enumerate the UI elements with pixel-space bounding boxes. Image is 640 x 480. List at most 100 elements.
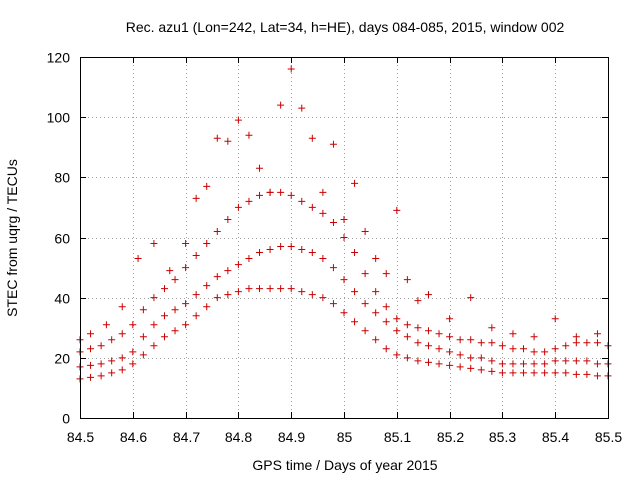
data-point (530, 348, 538, 356)
data-point (372, 309, 380, 317)
data-point (382, 318, 390, 326)
data-point (266, 188, 274, 196)
data-point (477, 339, 485, 347)
data-point (192, 291, 200, 299)
data-point (192, 252, 200, 260)
data-point (97, 342, 105, 350)
data-point (372, 336, 380, 344)
data-point (530, 360, 538, 368)
data-point (182, 264, 190, 272)
data-point (414, 297, 422, 305)
x-tick-label: 84.8 (225, 429, 252, 445)
data-point (129, 348, 137, 356)
data-point (562, 342, 570, 350)
data-point (361, 300, 369, 308)
data-point (87, 361, 95, 369)
data-point (424, 342, 432, 350)
data-point (446, 333, 454, 341)
data-point (509, 345, 517, 353)
data-point (287, 65, 295, 73)
data-point (234, 288, 242, 296)
y-tick-label: 80 (54, 170, 70, 186)
data-point (102, 321, 110, 329)
data-point (319, 294, 327, 302)
x-tick-label: 85 (337, 429, 353, 445)
data-point (160, 333, 168, 341)
data-point (340, 215, 348, 223)
data-point (160, 285, 168, 293)
y-tick-label: 40 (54, 291, 70, 307)
data-point (287, 191, 295, 199)
chart-title: Rec. azu1 (Lon=242, Lat=34, h=HE), days … (126, 19, 565, 35)
data-point (509, 330, 517, 338)
data-point (382, 345, 390, 353)
data-point (298, 288, 306, 296)
data-point (171, 327, 179, 335)
data-point (87, 373, 95, 381)
data-point (108, 369, 116, 377)
data-point (139, 351, 147, 359)
data-point (520, 345, 528, 353)
data-point (277, 101, 285, 109)
data-point (593, 360, 601, 368)
data-point (583, 357, 591, 365)
data-point (562, 357, 570, 365)
data-point (224, 137, 232, 145)
x-tick-label: 84.7 (173, 429, 200, 445)
data-point (520, 369, 528, 377)
y-axis-label: STEC from uqrg / TECUs (4, 159, 20, 317)
data-point (583, 339, 591, 347)
data-point (277, 243, 285, 251)
data-point (488, 367, 496, 375)
data-point (266, 246, 274, 254)
x-axis-label: GPS time / Days of year 2015 (252, 457, 437, 473)
data-point (467, 364, 475, 372)
data-point (414, 357, 422, 365)
data-point (245, 255, 253, 263)
data-point (467, 354, 475, 362)
data-point (393, 327, 401, 335)
data-point (498, 360, 506, 368)
data-point (213, 294, 221, 302)
data-points (76, 65, 612, 383)
data-point (256, 249, 264, 257)
data-point (572, 339, 580, 347)
data-point (456, 351, 464, 359)
data-point (213, 227, 221, 235)
x-tick-label: 85.4 (542, 429, 569, 445)
data-point (256, 285, 264, 293)
data-point (456, 363, 464, 371)
data-point (530, 369, 538, 377)
data-point (351, 179, 359, 187)
data-point (467, 336, 475, 344)
data-point (372, 255, 380, 263)
x-tick-label: 85.5 (595, 429, 622, 445)
x-tick-label: 85.1 (384, 429, 411, 445)
data-point (329, 264, 337, 272)
data-point (541, 348, 549, 356)
data-point (308, 249, 316, 257)
data-point (308, 134, 316, 142)
data-point (108, 357, 116, 365)
data-point (572, 333, 580, 341)
data-point (361, 327, 369, 335)
y-tick-label: 60 (54, 231, 70, 247)
data-point (256, 164, 264, 172)
data-point (224, 291, 232, 299)
data-point (192, 312, 200, 320)
data-point (340, 309, 348, 317)
data-point (361, 270, 369, 278)
data-point (488, 324, 496, 332)
data-point (245, 285, 253, 293)
data-point (393, 351, 401, 359)
data-point (393, 315, 401, 323)
data-point (160, 312, 168, 320)
data-point (403, 321, 411, 329)
data-point (583, 370, 591, 378)
data-point (118, 303, 126, 311)
data-point (351, 288, 359, 296)
data-point (171, 306, 179, 314)
x-tick-label: 85.3 (489, 429, 516, 445)
